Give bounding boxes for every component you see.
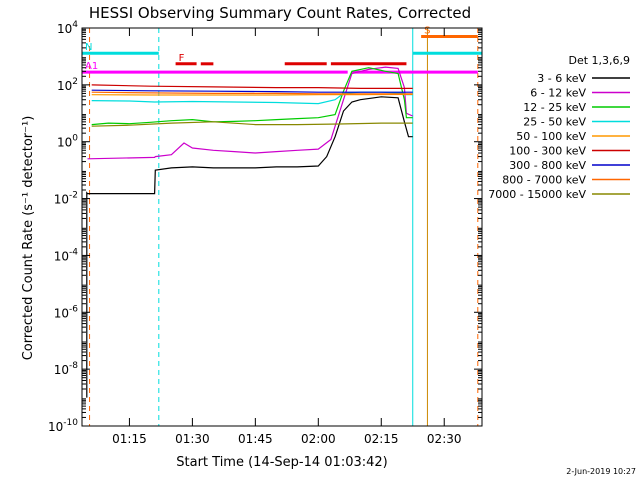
series-line-8	[91, 121, 413, 127]
legend-label-2: 12 - 25 keV	[523, 101, 586, 114]
flag-label-N: N	[85, 42, 92, 53]
plot-frame	[81, 27, 483, 427]
series-line-7	[91, 91, 413, 95]
chart-title: HESSI Observing Summary Count Rates, Cor…	[89, 4, 471, 22]
series-line-1	[87, 66, 413, 160]
flag-label-F: F	[179, 53, 185, 64]
y-tick-label-6: 10-8	[54, 361, 79, 377]
series-line-2	[91, 67, 413, 126]
y-tick-label-1: 102	[57, 77, 78, 93]
y-tick-label-3: 10-2	[54, 191, 78, 207]
x-tick-label-4: 02:15	[364, 432, 399, 446]
legend-label-6: 300 - 800 keV	[509, 159, 586, 172]
flag-label-S: S	[424, 26, 430, 37]
x-tick-label-3: 02:00	[301, 432, 336, 446]
y-axis-label: Corrected Count Rate (s⁻¹ detector⁻¹)	[21, 116, 36, 361]
y-tick-label-7: 10-10	[48, 418, 78, 434]
series-line-5	[91, 84, 413, 90]
x-axis-label: Start Time (14-Sep-14 01:03:42)	[176, 455, 387, 470]
series-line-4	[91, 93, 413, 96]
legend-label-7: 800 - 7000 keV	[502, 174, 586, 187]
flag-label-A1: A1	[85, 61, 98, 72]
date-stamp: 2-Jun-2019 10:27	[566, 467, 636, 476]
x-tick-label-1: 01:30	[175, 432, 210, 446]
y-tick-label-5: 10-6	[54, 304, 79, 320]
legend-label-1: 6 - 12 keV	[530, 87, 586, 100]
y-tick-label-0: 104	[57, 20, 78, 36]
legend-label-4: 50 - 100 keV	[516, 130, 586, 143]
y-tick-label-2: 100	[57, 134, 78, 150]
legend-label-0: 3 - 6 keV	[537, 72, 586, 85]
axes: 01:15 01:30 01:45 02:00 02:15 02:30 104 102 100 1…	[48, 20, 483, 446]
legend-title: Det 1,3,6,9	[568, 54, 630, 67]
x-tick-label-0: 01:15	[112, 432, 147, 446]
series-line-3	[91, 91, 413, 105]
legend-label-5: 100 - 300 keV	[509, 145, 586, 158]
legend-label-3: 25 - 50 keV	[523, 116, 586, 129]
y-tick-label-4: 10-4	[54, 247, 79, 263]
x-tick-label-2: 01:45	[238, 432, 273, 446]
x-tick-label-5: 02:30	[427, 432, 462, 446]
legend-label-8: 7000 - 15000 keV	[488, 188, 586, 201]
series-line-6	[91, 89, 413, 93]
plot-area: S N F A1	[82, 26, 482, 426]
series-line-0	[86, 96, 413, 398]
